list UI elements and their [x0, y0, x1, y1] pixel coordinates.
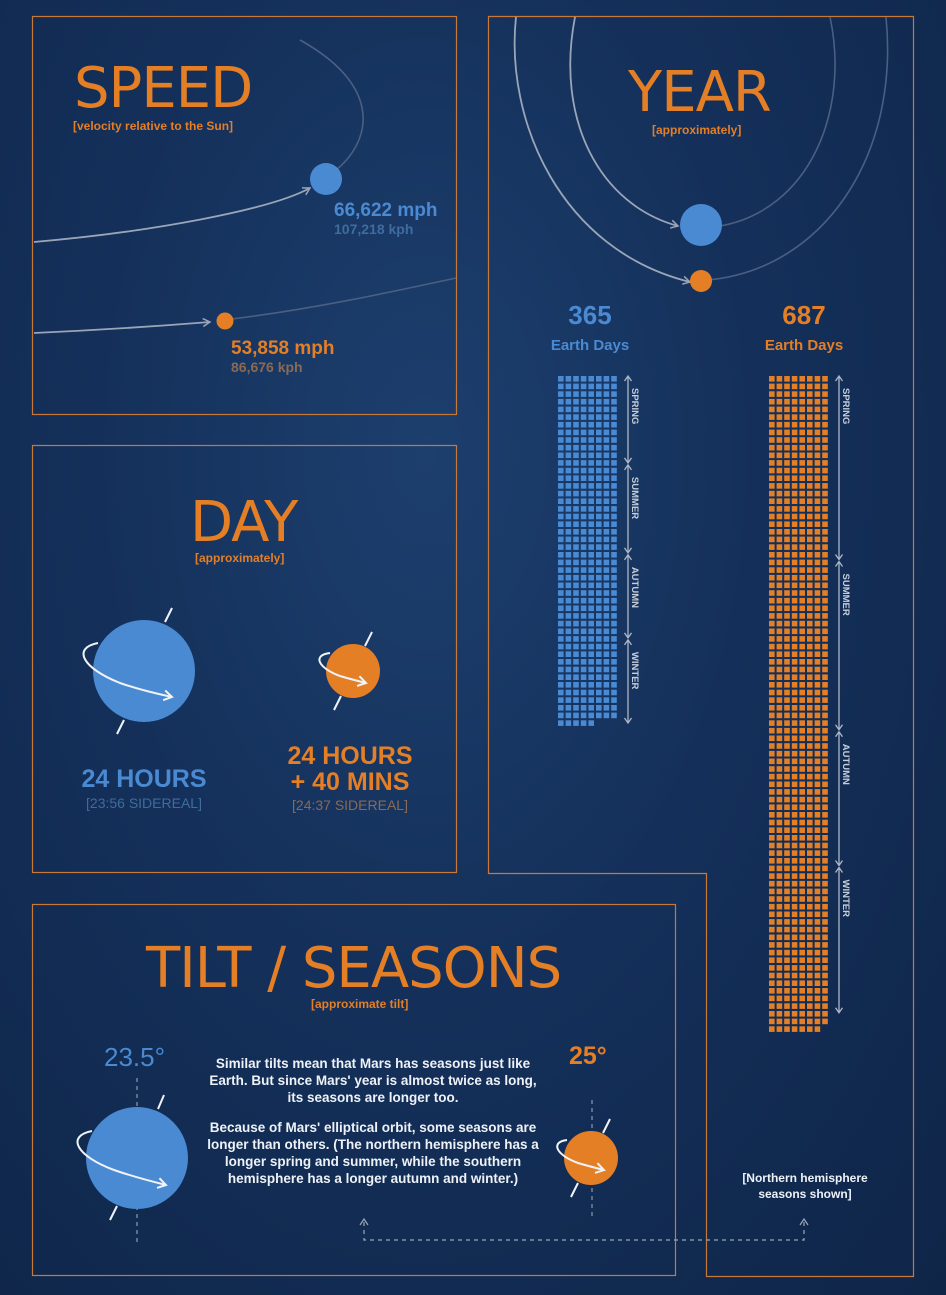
- season-span-arrow: [623, 463, 633, 554]
- speed-panel-border: [31, 15, 458, 416]
- season-span-arrow: [623, 374, 633, 465]
- mars-day-hours-line1: 24 HOURS: [287, 742, 413, 770]
- tilt-paragraph-2: Because of Mars' elliptical orbit, some …: [207, 1120, 539, 1186]
- tilt-paragraph-1: Similar tilts mean that Mars has seasons…: [209, 1056, 537, 1105]
- tilt-title: TILT / SEASONS: [146, 936, 562, 1001]
- day-subtitle: [approximately]: [195, 551, 285, 565]
- year-panel-border: [487, 15, 915, 1278]
- earth-year-days-label: Earth Days: [550, 337, 630, 354]
- season-span-arrow: [623, 638, 633, 725]
- season-label: WINTER: [629, 652, 640, 690]
- earth-day-hours: 24 HOURS: [81, 765, 207, 793]
- tilt-subtitle: [approximate tilt]: [311, 997, 409, 1011]
- earth-day-grid: [558, 376, 617, 726]
- season-span-arrow: [623, 553, 633, 640]
- earth-year-days: 365: [568, 300, 612, 330]
- earth-speed-mph: 66,622 mph: [334, 200, 438, 221]
- earth-speed-planet: [310, 163, 342, 195]
- season-span-arrow: [834, 730, 844, 867]
- season-span-arrow: [834, 866, 844, 1014]
- mars-tilt-degrees: 25°: [569, 1042, 607, 1070]
- speed-subtitle: [velocity relative to the Sun]: [73, 119, 234, 133]
- season-label: SUMMER: [840, 574, 851, 616]
- earth-tilt-degrees: 23.5°: [104, 1042, 166, 1072]
- day-title: DAY: [190, 490, 298, 555]
- season-span-arrow: [834, 374, 844, 561]
- mars-day-sidereal: [24:37 SIDEREAL]: [292, 797, 408, 813]
- seasons-note: [Northern hemisphere seasons shown]: [742, 1171, 868, 1201]
- mars-speed-planet: [216, 312, 234, 330]
- season-label: WINTER: [840, 880, 851, 918]
- season-label: AUTUMN: [840, 744, 851, 785]
- earth-day-sidereal: [23:56 SIDEREAL]: [86, 795, 202, 811]
- season-span-arrow: [834, 560, 844, 731]
- day-panel-border: [31, 444, 458, 874]
- mars-year-days: 687: [782, 300, 826, 330]
- earth-speed-kph: 107,218 kph: [334, 221, 414, 237]
- earth-year-planet: [680, 204, 722, 246]
- mars-day-grid: [769, 376, 828, 1032]
- season-label: AUTUMN: [629, 567, 640, 608]
- tilt-panel-border: [31, 903, 677, 1277]
- mars-year-planet: [690, 270, 712, 292]
- season-label: SUMMER: [629, 477, 640, 519]
- mars-speed-kph: 86,676 kph: [231, 359, 303, 375]
- year-subtitle: [approximately]: [652, 123, 742, 137]
- mars-day-hours-line2: + 40 MINS: [290, 768, 410, 796]
- year-title: YEAR: [628, 60, 772, 125]
- season-label: SPRING: [629, 388, 640, 424]
- mars-speed-mph: 53,858 mph: [231, 338, 335, 359]
- speed-title: SPEED: [74, 56, 253, 121]
- season-label: SPRING: [840, 388, 851, 424]
- mars-year-days-label: Earth Days: [764, 337, 844, 354]
